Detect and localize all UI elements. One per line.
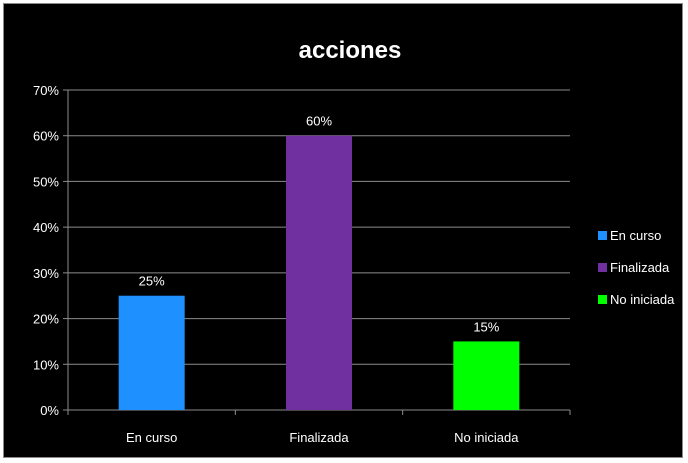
bar-no-iniciada	[453, 341, 520, 410]
y-tick-label: 0%	[40, 403, 59, 418]
bars	[118, 135, 520, 410]
y-tick-label: 40%	[33, 220, 59, 235]
y-tick-label: 10%	[33, 357, 59, 372]
legend-label: Finalizada	[610, 260, 670, 275]
x-tick-label: No iniciada	[454, 430, 519, 445]
legend-label: No iniciada	[610, 292, 675, 307]
bar-finalizada	[286, 135, 352, 410]
labels: 0% 10% 20% 30% 40% 50% 60% 70% 25% En curso 60% Fin…	[33, 83, 519, 445]
legend-swatch	[598, 295, 607, 304]
data-label: 15%	[473, 319, 499, 334]
legend-swatch	[598, 263, 607, 272]
legend-swatch	[598, 231, 607, 240]
data-label: 60%	[306, 114, 332, 129]
y-tick-label: 70%	[33, 83, 59, 98]
x-tick-label: En curso	[126, 430, 177, 445]
y-tick-label: 50%	[33, 174, 59, 189]
x-tick-label: Finalizada	[289, 430, 349, 445]
y-tick-label: 20%	[33, 312, 59, 327]
legend-label: En curso	[610, 228, 661, 243]
y-tick-label: 30%	[33, 266, 59, 281]
legend: En curso Finalizada No iniciada	[598, 228, 675, 307]
y-tick-label: 60%	[33, 129, 59, 144]
bar-en-curso	[118, 295, 185, 410]
chart-title: acciones	[299, 37, 402, 64]
data-label: 25%	[139, 274, 165, 289]
